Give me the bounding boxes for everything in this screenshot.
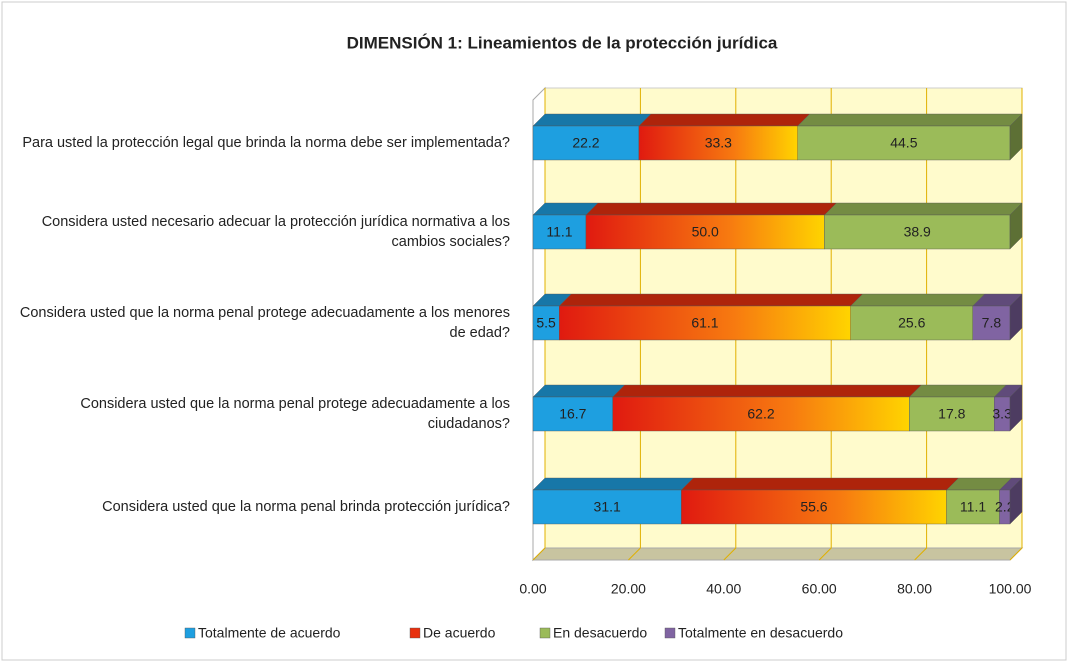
category-label: Para usted la protección legal que brind… — [22, 135, 510, 151]
data-label: 5.5 — [536, 315, 556, 331]
bar — [585, 214, 825, 250]
data-label: 7.8 — [982, 315, 1002, 331]
data-label: 3.3 — [992, 406, 1012, 422]
legend-swatch — [409, 627, 421, 639]
bar-top — [850, 293, 986, 307]
x-tick-label: 20.00 — [611, 581, 646, 597]
bar-top — [612, 384, 922, 398]
data-label: 62.2 — [747, 406, 774, 422]
grid-line — [1009, 88, 1023, 561]
bar-top — [823, 202, 1023, 216]
bar — [532, 214, 587, 250]
data-label: 31.1 — [594, 499, 621, 515]
category-label: Considera usted que la norma penal prote… — [19, 305, 510, 341]
bar-side — [1009, 202, 1023, 250]
bar — [532, 489, 682, 525]
bar — [946, 489, 1000, 525]
bar-top — [532, 477, 694, 491]
x-tick-label: 60.00 — [802, 581, 837, 597]
legend-label: En desacuerdo — [553, 625, 647, 641]
bar — [850, 305, 973, 341]
legend-swatch — [664, 627, 676, 639]
floor — [531, 547, 1024, 561]
bar-side — [1009, 384, 1023, 432]
bar-side — [1009, 477, 1023, 525]
data-label: 33.3 — [705, 135, 732, 151]
data-label: 38.9 — [904, 224, 931, 240]
bar — [612, 396, 910, 432]
bar-top — [532, 384, 626, 398]
bar — [559, 305, 851, 341]
bar-side — [1009, 113, 1023, 161]
legend-label: Totalmente en desacuerdo — [678, 625, 843, 641]
category-label: Considera usted que la norma penal prote… — [80, 396, 510, 432]
data-label: 11.1 — [960, 499, 986, 515]
data-label: 16.7 — [559, 406, 586, 422]
bar — [797, 125, 1011, 161]
bar-top — [638, 113, 811, 127]
data-label: 22.2 — [572, 135, 599, 151]
x-tick-label: 40.00 — [706, 581, 741, 597]
bar — [532, 125, 640, 161]
legend-swatch — [184, 627, 196, 639]
data-label: 44.5 — [890, 135, 917, 151]
bar-top — [558, 293, 864, 307]
legend-label: De acuerdo — [423, 625, 496, 641]
bar-top — [797, 113, 1023, 127]
legend-swatch — [539, 627, 551, 639]
bar — [681, 489, 947, 525]
bar — [532, 396, 613, 432]
data-label: 17.8 — [938, 406, 965, 422]
data-label: 61.1 — [691, 315, 718, 331]
bar — [824, 214, 1011, 250]
data-label: 55.6 — [800, 499, 827, 515]
data-label: 2.2 — [995, 499, 1015, 515]
data-label: 25.6 — [898, 315, 925, 331]
bar-top — [532, 113, 652, 127]
bar-top — [908, 384, 1007, 398]
category-label: Considera usted necesario adecuar la pro… — [41, 214, 510, 250]
x-tick-label: 100.00 — [989, 581, 1032, 597]
bar-top — [585, 202, 837, 216]
data-label: 50.0 — [692, 224, 719, 240]
data-label: 11.1 — [546, 224, 572, 240]
bar-top — [680, 477, 960, 491]
x-tick-label: 80.00 — [897, 581, 932, 597]
x-tick-label: 0.00 — [519, 581, 546, 597]
legend-label: Totalmente de acuerdo — [198, 625, 341, 641]
chart-title: DIMENSIÓN 1: Lineamientos de la protecci… — [347, 33, 778, 52]
bar-side — [1009, 293, 1023, 341]
bar — [909, 396, 995, 432]
category-label: Considera usted que la norma penal brind… — [102, 499, 510, 515]
